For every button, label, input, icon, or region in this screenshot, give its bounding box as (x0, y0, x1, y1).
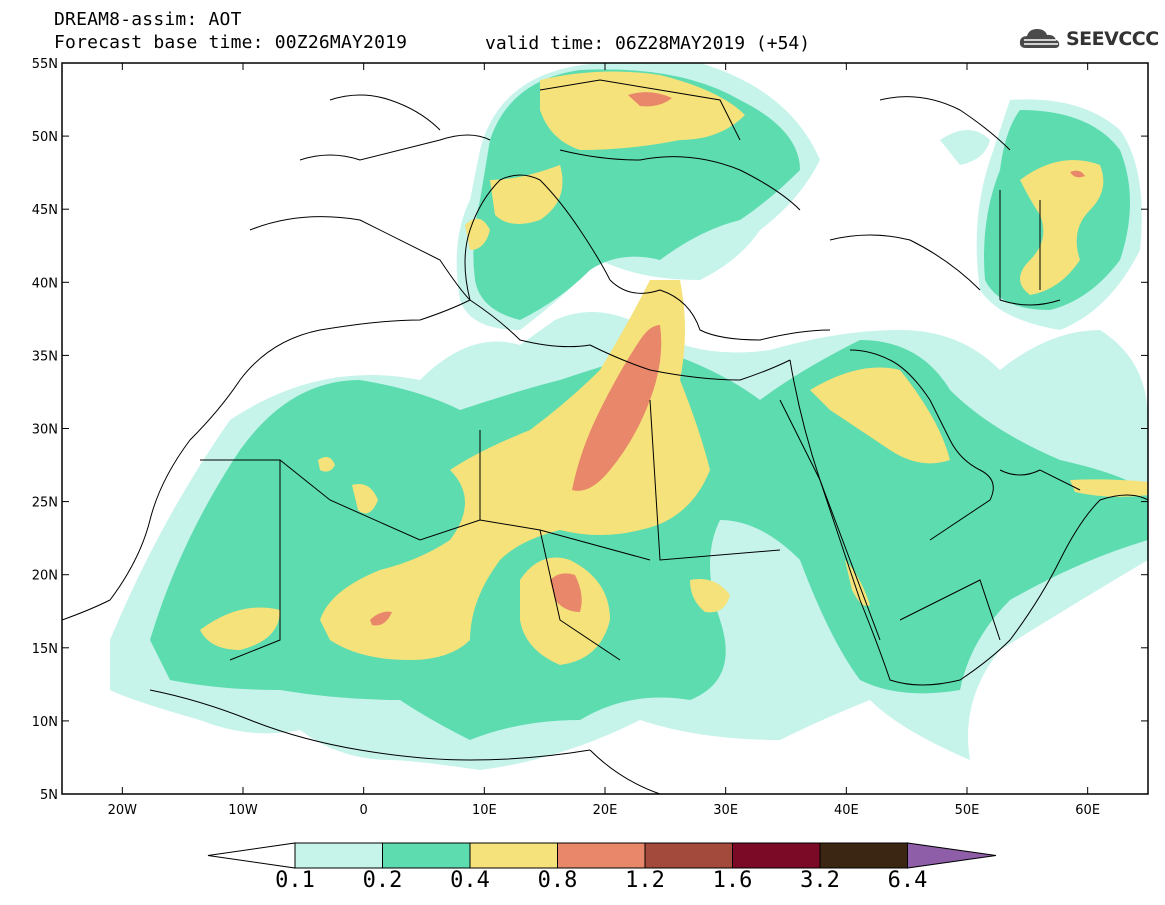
colorbar-label: 0.1 (275, 868, 315, 893)
lat-label: 45N (32, 203, 58, 218)
colorbar-swatch (557, 842, 646, 869)
colorbar-label: 1.2 (625, 868, 665, 893)
lat-label: 15N (32, 642, 58, 657)
valid-time: valid time: 06Z28MAY2019 (+54) (485, 33, 811, 54)
lat-label: 20N (32, 569, 58, 584)
logo-text: SEEVCCC (1066, 28, 1159, 50)
lat-label: 10N (32, 715, 58, 730)
lon-label: 40E (834, 803, 859, 818)
lat-label: 35N (32, 349, 58, 364)
colorbar-label: 0.2 (362, 868, 403, 893)
seevccc-logo: SEEVCCC (1018, 24, 1159, 54)
map-title: DREAM8-assim: AOT (54, 9, 242, 30)
lon-label: 20W (108, 803, 138, 818)
colorbar-swatch (732, 842, 821, 869)
lon-label: 30E (713, 803, 738, 818)
coastlines-borders (62, 79, 1148, 794)
forecast-base-time: Forecast base time: 00Z26MAY2019 (54, 32, 408, 53)
lon-label: 60E (1075, 803, 1100, 818)
latitude-axis: 55N 50N 45N 40N 35N 30N 25N 20N 15N 10N 5N (32, 57, 1148, 803)
colorbar-label: 6.4 (887, 868, 928, 893)
lon-label: 20E (593, 803, 618, 818)
colorbar-under-arrow (207, 842, 296, 869)
lat-label: 25N (32, 496, 58, 511)
aot-fields (110, 63, 1148, 770)
lon-label: 0 (360, 803, 368, 818)
colorbar-swatch (644, 842, 733, 869)
colorbar-label: 1.6 (712, 868, 753, 893)
lon-label: 10E (472, 803, 497, 818)
aot-level-0.4 (200, 71, 1148, 665)
colorbar-swatch (382, 842, 471, 869)
colorbar-label: 0.4 (450, 868, 490, 893)
lat-label: 50N (32, 130, 58, 145)
longitude-axis: 20W 10W 0 10E 20E 30E 40E 50E 60E (108, 63, 1100, 818)
lon-label: 50E (955, 803, 980, 818)
lat-label: 5N (40, 788, 58, 803)
colorbar-swatch (819, 842, 908, 869)
colorbar-over-arrow (907, 842, 997, 869)
lat-label: 55N (32, 57, 58, 72)
colorbar-swatch (294, 842, 383, 869)
colorbar (207, 842, 997, 869)
colorbar-swatch (469, 842, 558, 869)
cloud-icon (1019, 29, 1060, 48)
lat-label: 40N (32, 276, 58, 291)
colorbar-label: 3.2 (800, 868, 840, 893)
lon-label: 10W (228, 803, 258, 818)
lat-label: 30N (32, 423, 58, 438)
colorbar-label: 0.8 (537, 868, 578, 893)
